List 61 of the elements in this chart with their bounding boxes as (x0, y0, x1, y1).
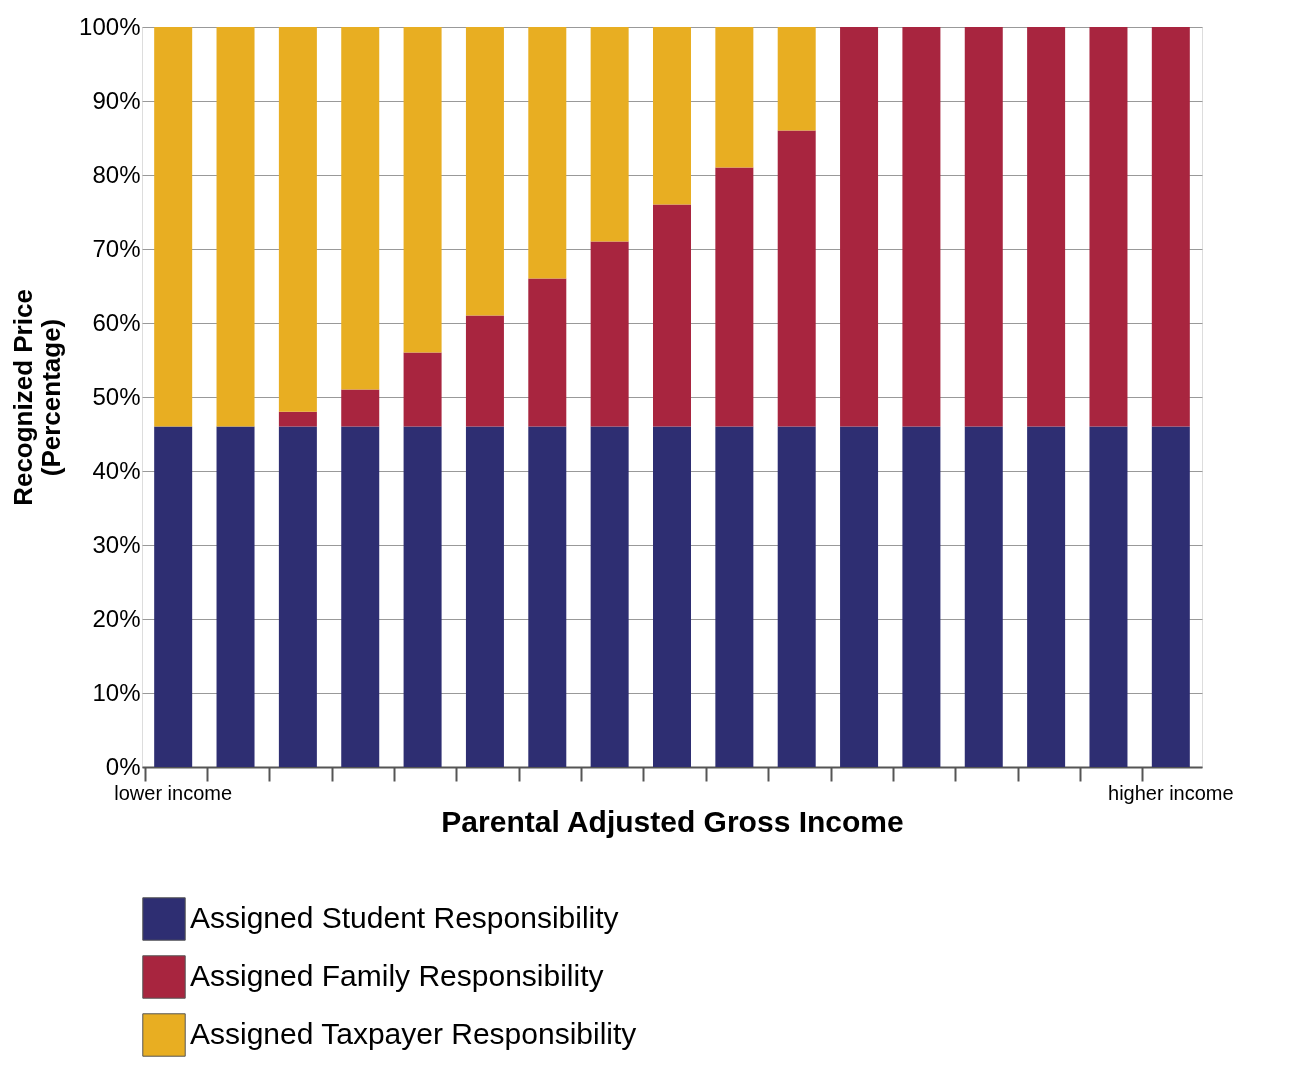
bar (1027, 27, 1066, 427)
y-tick-label: 10% (92, 678, 141, 706)
bar (964, 27, 1003, 427)
bar (465, 315, 504, 427)
bar (216, 27, 255, 427)
bar (902, 27, 941, 427)
bar (653, 426, 691, 767)
bar (840, 426, 879, 767)
bar (964, 426, 1003, 767)
x-axis-title: Parental Adjusted Gross Income (441, 804, 904, 838)
bar (465, 27, 504, 316)
y-tick-label: 20% (92, 604, 141, 632)
bar (278, 27, 317, 412)
y-axis-title: Recognized Price (Percentage) (8, 289, 67, 506)
bar (216, 426, 255, 767)
bar (1151, 27, 1190, 427)
legend-label: Assigned Family Responsibility (190, 959, 604, 992)
legend-label: Assigned Student Responsibility (190, 901, 619, 934)
bar (777, 27, 816, 131)
y-tick-label: 70% (92, 234, 141, 262)
bar (528, 426, 567, 767)
bar (341, 426, 380, 767)
bar (902, 426, 941, 767)
bar (777, 130, 816, 427)
bar (590, 241, 629, 427)
bar (278, 411, 317, 427)
bar (528, 278, 567, 427)
bar (403, 426, 442, 767)
bar (154, 27, 193, 427)
bar (278, 426, 317, 767)
bar (465, 426, 504, 767)
y-tick-label: 30% (92, 530, 141, 558)
bar (341, 27, 380, 390)
bar (777, 426, 816, 767)
bar (341, 389, 380, 427)
bar (715, 167, 754, 427)
y-tick-label: 40% (92, 456, 141, 484)
y-tick-label: 0% (105, 752, 141, 780)
bar (840, 27, 879, 427)
bar (653, 27, 691, 205)
bar (653, 204, 691, 427)
x-tick-label: higher income (1108, 781, 1234, 804)
bar (1027, 426, 1066, 767)
y-tick-label: 80% (92, 160, 141, 188)
bar (715, 27, 754, 168)
x-tick-label: lower income (114, 781, 233, 804)
bar (715, 426, 754, 767)
y-tick-label: 50% (92, 382, 141, 410)
bar (403, 352, 442, 427)
bar (590, 27, 629, 242)
bar (528, 27, 567, 279)
bar (154, 426, 193, 767)
bar (590, 426, 629, 767)
bar (1089, 27, 1128, 427)
y-tick-label: 100% (79, 12, 141, 40)
bar (403, 27, 442, 353)
bar (1151, 426, 1190, 767)
legend-label: Assigned Taxpayer Responsibility (190, 1017, 637, 1050)
bar (1089, 426, 1128, 767)
y-tick-label: 90% (92, 86, 141, 114)
y-tick-label: 60% (92, 308, 141, 336)
